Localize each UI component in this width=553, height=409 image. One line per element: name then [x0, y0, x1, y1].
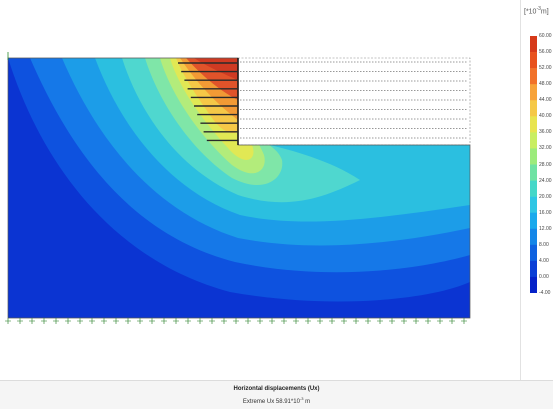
color-scale-segment	[530, 132, 537, 149]
color-scale-segment	[530, 100, 537, 117]
plot-title: Horizontal displacements (Ux)	[233, 386, 320, 392]
fixity-support	[341, 318, 347, 324]
color-scale-tick: 52.00	[539, 65, 552, 72]
fixity-support	[449, 318, 455, 324]
fixity-support	[305, 318, 311, 324]
color-scale-segment	[530, 260, 537, 278]
color-scale-segment	[530, 148, 537, 165]
fixity-support	[113, 318, 119, 324]
fixity-support	[329, 318, 335, 324]
fixity-support	[389, 318, 395, 324]
color-scale-bar	[530, 36, 537, 293]
color-scale-segment	[530, 196, 537, 213]
fixity-support	[401, 318, 407, 324]
fixity-support	[197, 318, 203, 324]
color-scale-segment	[530, 180, 537, 197]
fixity-support	[281, 318, 287, 324]
fixity-support	[257, 318, 263, 324]
plot-caption: Horizontal displacements (Ux) Extreme Ux…	[0, 380, 553, 409]
color-scale-segment	[530, 36, 537, 53]
color-scale-tick: -4.00	[539, 290, 551, 296]
fixity-support	[233, 318, 239, 324]
fixity-support	[5, 318, 11, 324]
color-scale-tick: 4.00	[539, 257, 549, 264]
fixity-support	[77, 318, 83, 324]
fixity-support	[41, 318, 47, 324]
fixity-support	[185, 318, 191, 324]
color-scale-segment	[530, 84, 537, 101]
fixity-support	[125, 318, 131, 324]
fixity-support	[365, 318, 371, 324]
fixity-support	[221, 318, 227, 324]
fixity-support	[53, 318, 59, 324]
color-scale-tick: 48.00	[539, 81, 552, 88]
fixity-support	[461, 318, 467, 324]
color-scale-tick: 28.00	[539, 161, 552, 168]
color-scale-segment	[530, 52, 537, 69]
fixity-support	[245, 318, 251, 324]
fixity-support	[173, 318, 179, 324]
bottom-fixity-supports	[5, 318, 467, 324]
legend-panel: [*10-3m] 60.00 56.00 52.00 48.00 44.00 40.00 3…	[520, 0, 553, 380]
fixity-support	[353, 318, 359, 324]
color-scale-tick: 0.00	[539, 273, 549, 280]
fixity-support	[269, 318, 275, 324]
color-scale-tick: 40.00	[539, 113, 552, 120]
color-scale-tick: 20.00	[539, 193, 552, 200]
fixity-support	[149, 318, 155, 324]
color-scale-tick: 36.00	[539, 129, 552, 136]
plot-area	[5, 52, 471, 324]
fixity-support	[29, 318, 35, 324]
fixity-support	[137, 318, 143, 324]
color-scale-tick: 60.00	[539, 33, 552, 39]
fixity-support	[17, 318, 23, 324]
color-scale-segment	[530, 228, 537, 246]
extreme-value-label: Extreme Ux 58.91*10-3 m	[242, 396, 311, 405]
fixity-support	[317, 318, 323, 324]
color-scale-segment	[530, 244, 537, 262]
fixity-support	[65, 318, 71, 324]
fixity-support	[377, 318, 383, 324]
fixity-support	[101, 318, 107, 324]
fixity-support	[161, 318, 167, 324]
color-scale-tick: 44.00	[539, 97, 552, 104]
color-scale-tick: 8.00	[539, 241, 549, 248]
color-scale-tick: 32.00	[539, 145, 552, 152]
ground-anchors	[178, 62, 238, 142]
color-scale-segment	[530, 164, 537, 181]
color-scale-tick: 12.00	[539, 225, 552, 232]
fixity-support	[425, 318, 431, 324]
color-scale-segment	[530, 212, 537, 230]
legend-unit-label: [*10-3m]	[524, 6, 549, 16]
color-scale-tick: 16.00	[539, 209, 552, 216]
color-scale-tick: 24.00	[539, 177, 552, 184]
displacement-contour-plot	[5, 52, 471, 324]
fixity-support	[293, 318, 299, 324]
color-scale-tick: 56.00	[539, 49, 552, 56]
fixity-support	[89, 318, 95, 324]
excavation-dashed-lines	[240, 61, 468, 139]
fixity-support	[437, 318, 443, 324]
fixity-support	[209, 318, 215, 324]
excavated-zone	[237, 57, 471, 146]
fixity-support	[413, 318, 419, 324]
color-scale-segment	[530, 276, 537, 293]
color-scale-segment	[530, 116, 537, 133]
color-scale-segment	[530, 68, 537, 85]
